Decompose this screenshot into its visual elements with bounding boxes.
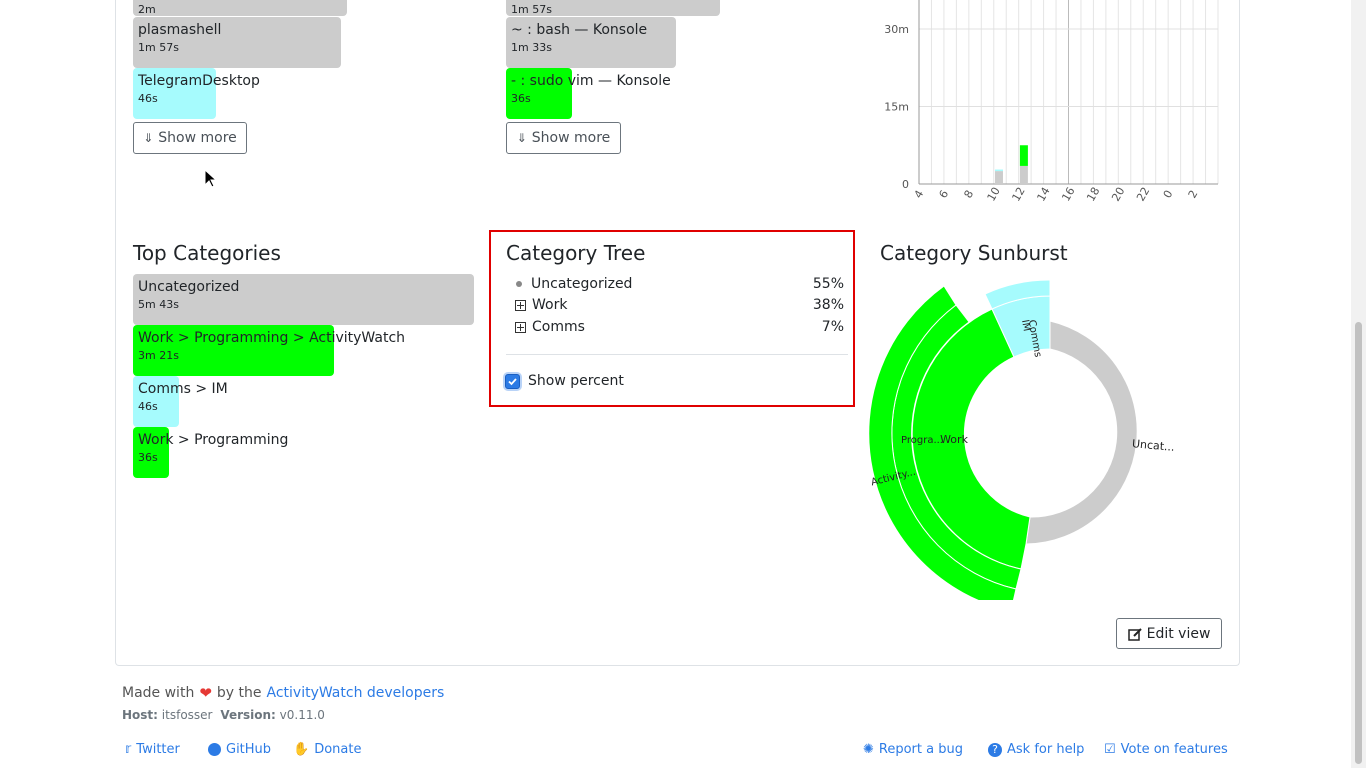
- bullet-icon: [516, 281, 522, 287]
- chevron-double-down-icon: ⇓: [143, 131, 154, 145]
- title-bar-1: 1m 57s: [506, 0, 846, 16]
- y-tick-label: 30m: [884, 23, 909, 36]
- x-tick-label: 22: [1134, 185, 1152, 204]
- x-tick-label: 6: [937, 188, 952, 201]
- x-tick-label: 0: [1161, 188, 1176, 201]
- sunburst-label-uncategorized: Uncat...: [1132, 437, 1176, 454]
- timeline-bar[interactable]: [994, 169, 1003, 172]
- sunburst-label-im: IM: [1019, 319, 1032, 332]
- show-more-apps-button[interactable]: ⇓ Show more: [133, 122, 247, 154]
- heart-icon: ❤: [199, 684, 212, 702]
- category-bar-programming: Work > Programming 36s: [133, 427, 474, 478]
- question-icon: ?: [988, 742, 1002, 757]
- tree-row-work[interactable]: Work 38%: [513, 297, 844, 313]
- report-bug-link[interactable]: ✺ Report a bug: [863, 742, 963, 757]
- bug-icon: ✺: [863, 742, 874, 757]
- footer-host-version: Host: itsfosser Version: v0.11.0: [122, 708, 325, 722]
- x-tick-label: 8: [961, 188, 976, 201]
- x-tick-label: 12: [1010, 185, 1028, 204]
- title-bar-bash: ~ : bash — Konsole 1m 33s: [506, 17, 846, 68]
- expand-plus-icon[interactable]: [515, 321, 526, 333]
- checkbox-checked-icon[interactable]: [505, 373, 520, 389]
- category-sunburst-title: Category Sunburst: [880, 241, 1068, 265]
- scrollbar-thumb[interactable]: [1355, 322, 1362, 764]
- app-bar-1: 2m: [133, 0, 473, 16]
- top-categories-title: Top Categories: [133, 241, 281, 265]
- timeline-bar[interactable]: [994, 171, 1003, 184]
- ask-help-link[interactable]: ? Ask for help: [988, 742, 1084, 757]
- x-tick-label: 2: [1186, 188, 1201, 201]
- tree-row-comms[interactable]: Comms 7%: [513, 319, 844, 335]
- twitter-icon: 𝕣: [125, 742, 132, 757]
- edit-view-button[interactable]: Edit view: [1116, 618, 1222, 649]
- footer-credit: Made with ❤ by the ActivityWatch develop…: [122, 684, 445, 702]
- app-bar-telegram: TelegramDesktop 46s: [133, 68, 473, 119]
- sunburst-label-programming: Progra...: [901, 435, 943, 446]
- timeline-bar[interactable]: [1019, 165, 1028, 184]
- x-tick-label: 16: [1059, 185, 1077, 204]
- x-tick-label: 10: [985, 185, 1003, 204]
- divider: [506, 354, 848, 355]
- twitter-link[interactable]: 𝕣 Twitter: [125, 742, 180, 757]
- category-tree-highlight: [489, 230, 855, 407]
- timeline-bar[interactable]: [1019, 145, 1028, 166]
- vote-features-link[interactable]: ☑ Vote on features: [1104, 742, 1228, 757]
- title-bar-vim: - : sudo vim — Konsole 36s: [506, 68, 846, 119]
- mouse-cursor-icon: [204, 169, 216, 188]
- developers-link[interactable]: ActivityWatch developers: [266, 685, 445, 701]
- sunburst-im[interactable]: [984, 280, 1051, 310]
- sunburst-label-work: Work: [940, 433, 968, 446]
- edit-icon: [1127, 627, 1142, 641]
- x-tick-label: 20: [1109, 185, 1127, 204]
- expand-plus-icon[interactable]: [515, 299, 526, 311]
- vote-icon: ☑: [1104, 742, 1116, 757]
- donate-link[interactable]: ✋ Donate: [293, 742, 362, 757]
- x-tick-label: 4: [912, 188, 927, 201]
- x-tick-label: 18: [1084, 185, 1102, 204]
- y-tick-label: 0: [902, 178, 909, 191]
- category-bar-uncategorized: Uncategorized 5m 43s: [133, 274, 474, 325]
- tree-row-uncategorized[interactable]: Uncategorized 55%: [513, 276, 844, 292]
- x-tick-label: 14: [1034, 185, 1052, 204]
- github-icon: [208, 743, 221, 756]
- github-link[interactable]: GitHub: [208, 742, 271, 757]
- show-more-titles-button[interactable]: ⇓ Show more: [506, 122, 621, 154]
- chevron-double-down-icon: ⇓: [516, 131, 527, 145]
- donate-hand-icon: ✋: [293, 742, 310, 757]
- show-percent-toggle[interactable]: Show percent: [505, 373, 624, 389]
- app-bar-plasmashell: plasmashell 1m 57s: [133, 17, 473, 68]
- category-sunburst-chart: IM Comms Work Progra... Activity... Unca…: [868, 280, 1176, 600]
- sunburst-activitywatch[interactable]: [868, 285, 1017, 600]
- category-tree-title: Category Tree: [506, 241, 646, 265]
- category-bar-activitywatch: Work > Programming > ActivityWatch 3m 21…: [133, 325, 474, 376]
- category-bar-comms-im: Comms > IM 46s: [133, 376, 474, 427]
- y-tick-label: 15m: [884, 101, 909, 114]
